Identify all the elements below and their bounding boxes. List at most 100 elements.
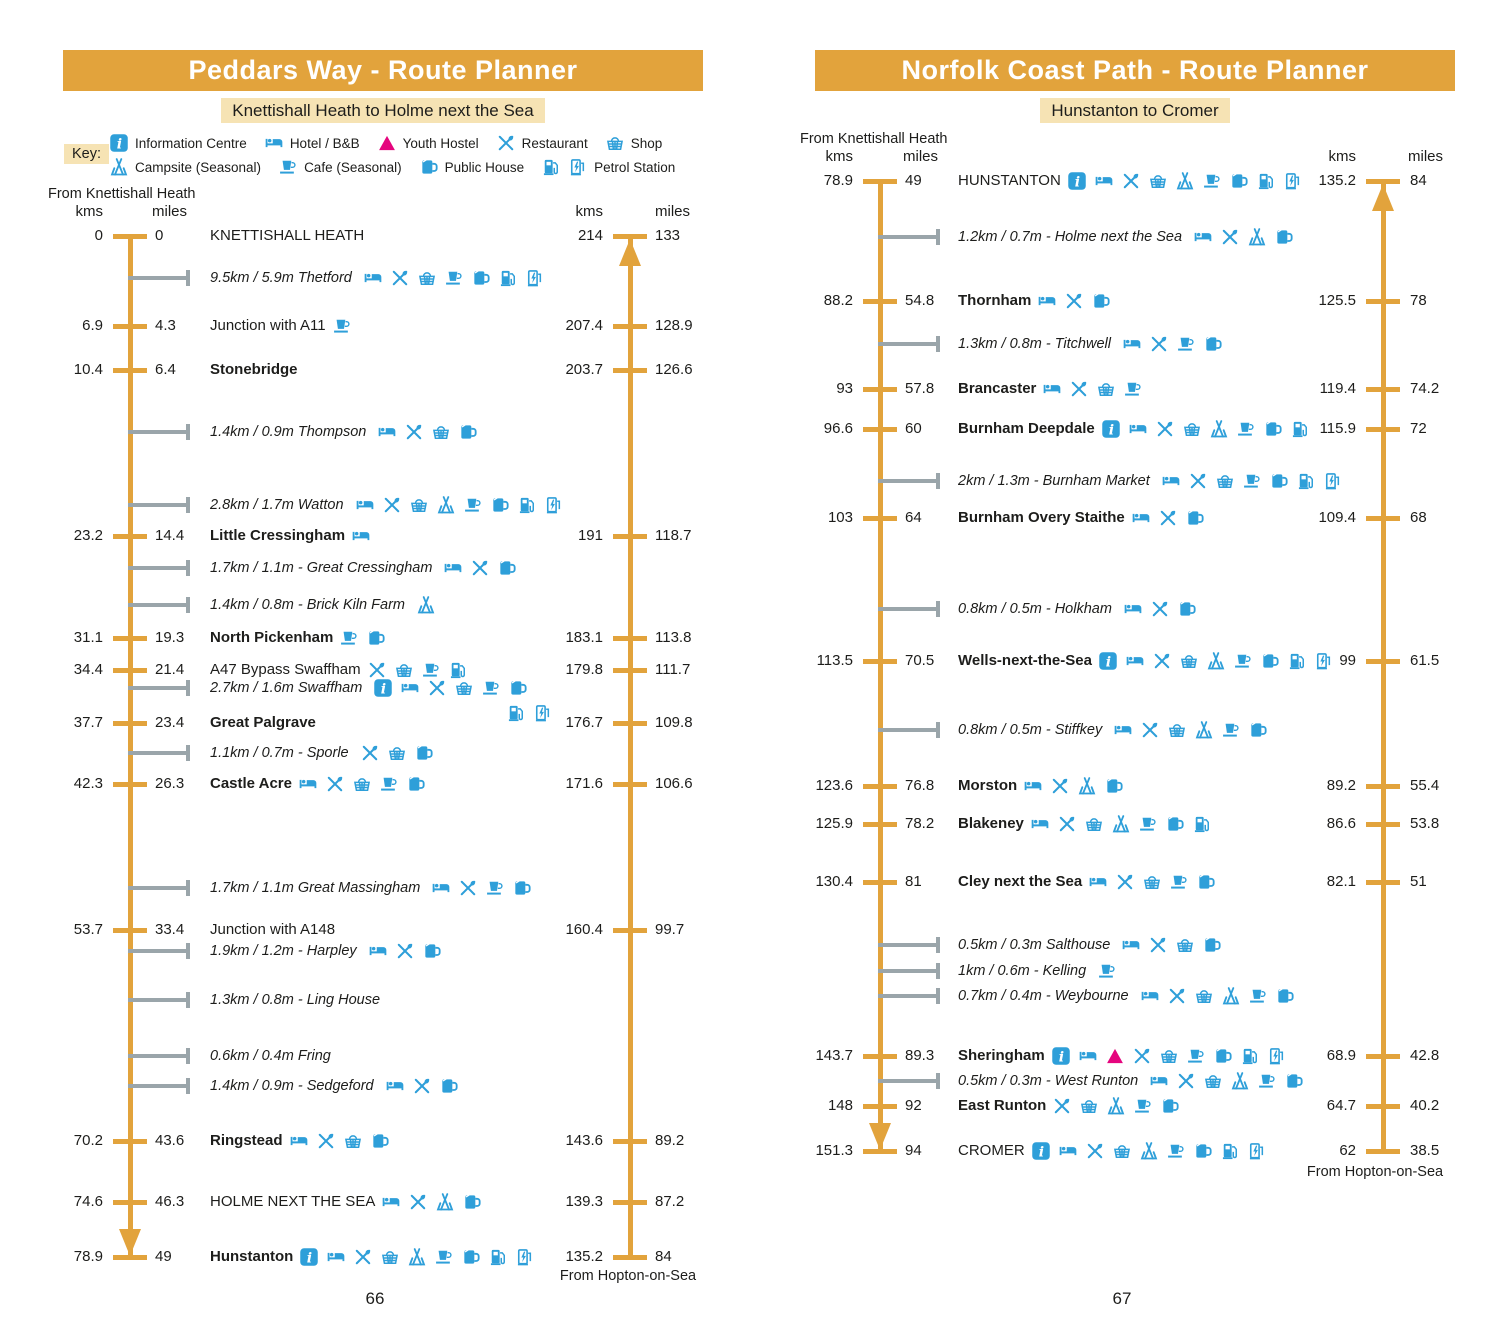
petrol-icon [497, 268, 519, 288]
kms-value: 86.6 [1326, 815, 1356, 832]
spur-end-tick [936, 229, 940, 245]
spur-label: 0.5km / 0.3m - West Runton [958, 1073, 1139, 1089]
station-tick [613, 781, 647, 787]
cafe-icon [462, 495, 484, 515]
hotel-icon [1087, 872, 1109, 892]
hotel-icon [376, 422, 398, 442]
kms-value: 123.6 [815, 777, 853, 794]
station-name: Great Palgrave [210, 714, 316, 731]
kms-value: 88.2 [823, 292, 853, 309]
station-name: Ringstead [210, 1132, 283, 1149]
kms-value: 191 [577, 527, 603, 544]
spur-row: 1km / 0.6m - Kelling [958, 960, 1118, 982]
spur-line [878, 994, 938, 998]
kms-value: 171.6 [565, 775, 603, 792]
station-name: East Runton [958, 1097, 1047, 1114]
key-item-label: Campsite (Seasonal) [135, 159, 262, 175]
station-name: Brancaster [958, 380, 1037, 397]
restaurant-icon [426, 678, 448, 698]
spur-end-tick [936, 963, 940, 979]
cafe-icon [1096, 961, 1118, 981]
station-row: Sheringham [958, 1045, 1288, 1067]
kms-value: 103 [827, 509, 853, 526]
shop-icon [1095, 379, 1117, 399]
petrol2-icon [567, 157, 589, 177]
spur-line [128, 998, 188, 1002]
kms-value: 109.4 [1318, 509, 1356, 526]
campsite-icon [415, 595, 437, 615]
info-icon [1100, 419, 1122, 439]
station-name: Hunstanton [210, 1248, 294, 1265]
station-row: Thornham [958, 290, 1112, 312]
cafe-icon [443, 268, 465, 288]
shop-icon [1083, 814, 1105, 834]
spur-label: 1.3km / 0.8m - Ling House [210, 992, 381, 1008]
campsite-icon [1208, 419, 1230, 439]
restaurant-icon [1147, 935, 1169, 955]
miles-value: 4.3 [155, 317, 176, 334]
station-row: Brancaster [958, 378, 1144, 400]
spur-line [128, 276, 188, 280]
restaurant-icon [315, 1131, 337, 1151]
miles-value: 53.8 [1410, 815, 1440, 832]
station-tick [613, 323, 647, 329]
miles-value: 72 [1410, 420, 1427, 437]
arrow-up-icon [619, 239, 641, 266]
scale-line-right [627, 236, 633, 1257]
miles-value: 38.5 [1410, 1142, 1440, 1159]
pub-icon [1228, 171, 1250, 191]
station-tick [1366, 1103, 1400, 1109]
shop-icon [416, 268, 438, 288]
campsite-icon [1174, 171, 1196, 191]
hotel-icon [354, 495, 376, 515]
kms-value: 68.9 [1326, 1047, 1356, 1064]
pub-icon [460, 1247, 482, 1267]
miles-value: 78 [1410, 292, 1427, 309]
station-tick [613, 1254, 647, 1260]
pub-icon [1283, 1071, 1305, 1091]
miles-value: 51 [1410, 873, 1427, 890]
cafe-icon [277, 157, 299, 177]
hotel-icon [384, 1076, 406, 1096]
hotel-icon [1093, 171, 1115, 191]
station-row: HOLME NEXT THE SEA [210, 1191, 483, 1213]
hotel-icon [442, 558, 464, 578]
restaurant-icon [359, 743, 381, 763]
station-tick [113, 635, 147, 641]
shop-icon [1202, 1071, 1224, 1091]
miles-value: 49 [155, 1248, 172, 1265]
spur-line [878, 1079, 938, 1083]
shop-icon [1214, 471, 1236, 491]
shop-icon [1158, 1046, 1180, 1066]
spur-label: 2.7km / 1.6m Swaffham [210, 680, 363, 696]
cafe-icon [1220, 720, 1242, 740]
info-icon [1030, 1141, 1052, 1161]
kms-value: 183.1 [565, 629, 603, 646]
station-row: Wells-next-the-Sea [958, 650, 1335, 672]
pub-icon [1274, 986, 1296, 1006]
petrol2-icon [524, 268, 546, 288]
miles-value: 111.7 [655, 661, 691, 678]
miles-value: 74.2 [1410, 380, 1440, 397]
kms-value: 176.7 [565, 714, 603, 731]
miles-value: 6.4 [155, 361, 176, 378]
hotel-icon [1160, 471, 1182, 491]
station-tick [113, 367, 147, 373]
restaurant-icon [1219, 227, 1241, 247]
pub-icon [418, 157, 440, 177]
station-tick [1366, 178, 1400, 184]
spur-row: 0.8km / 0.5m - Stiffkey [958, 719, 1269, 741]
spur-line [878, 943, 938, 947]
station-name: Burnham Overy Staithe [958, 509, 1125, 526]
kms-value: 143.7 [815, 1047, 853, 1064]
shop-icon [430, 422, 452, 442]
miles-value: 42.8 [1410, 1047, 1440, 1064]
station-tick [113, 720, 147, 726]
key-item: Hotel / B&B [263, 133, 360, 153]
kms-value: 78.9 [823, 172, 853, 189]
station-tick [113, 1138, 147, 1144]
miles-value: 0 [155, 227, 164, 244]
spur-label: 0.8km / 0.5m - Stiffkey [958, 722, 1103, 738]
campsite-icon [1246, 227, 1268, 247]
scale-line-left [127, 236, 133, 1257]
